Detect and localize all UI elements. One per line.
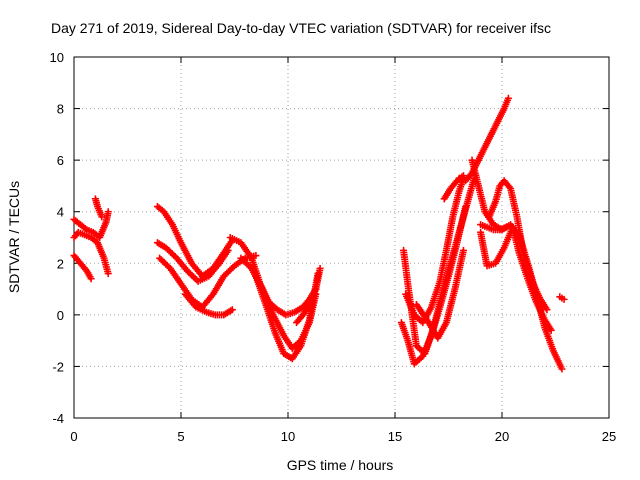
series-track-w (556, 293, 568, 303)
x-axis-label: GPS time / hours (287, 457, 394, 473)
series-track-e (153, 203, 236, 280)
axis-ticks: 0 5 10 15 20 25 -4 -2 0 2 4 6 8 10 (50, 50, 617, 444)
x-tick-label: 15 (388, 429, 402, 444)
grid (74, 57, 609, 418)
data-point (252, 252, 260, 260)
y-tick-label: 8 (57, 102, 64, 117)
series-track-u (485, 177, 551, 314)
data-point (104, 270, 112, 278)
y-axis-label: SDTVAR / TECUs (6, 181, 22, 293)
data-point (558, 365, 566, 373)
data-point (504, 94, 512, 102)
data-point (543, 306, 551, 314)
series-track-h (181, 290, 236, 319)
data-point (98, 213, 106, 221)
data-series (70, 94, 568, 373)
x-tick-label: 0 (70, 429, 77, 444)
series-track-d (91, 195, 106, 221)
data-point (547, 326, 555, 334)
data-point (462, 203, 470, 211)
data-point (87, 275, 95, 283)
y-tick-label: -2 (52, 359, 64, 374)
series-track-k (252, 270, 322, 363)
plot-frame (73, 56, 610, 419)
y-tick-label: 0 (57, 308, 64, 323)
series-track-f (153, 239, 232, 285)
data-point (224, 246, 232, 254)
data-point (560, 295, 568, 303)
y-tick-label: 6 (57, 153, 64, 168)
series-track-o (402, 174, 467, 327)
x-tick-label: 5 (177, 429, 184, 444)
series-track-b (70, 228, 112, 278)
series-track-c (70, 252, 95, 283)
x-tick-label: 10 (281, 429, 295, 444)
series-track-v (477, 221, 510, 234)
series-track-n (397, 203, 470, 368)
data-point (104, 208, 112, 216)
data-point (502, 223, 510, 231)
series-track-s (468, 156, 566, 373)
series-track-l (293, 264, 324, 327)
series-track-a (70, 208, 112, 241)
x-tick-label: 20 (495, 429, 509, 444)
series-track-r (455, 94, 512, 185)
y-tick-label: 10 (50, 50, 64, 65)
series-track-t (477, 223, 555, 334)
y-tick-label: 4 (57, 205, 64, 220)
data-point (459, 246, 467, 254)
data-point (228, 306, 236, 314)
data-point (316, 264, 324, 272)
y-tick-label: 2 (57, 256, 64, 271)
x-tick-label: 25 (602, 429, 616, 444)
y-tick-label: -4 (52, 411, 64, 426)
chart-title: Day 271 of 2019, Sidereal Day-to-day VTE… (51, 20, 551, 36)
series-track-p (412, 246, 467, 342)
